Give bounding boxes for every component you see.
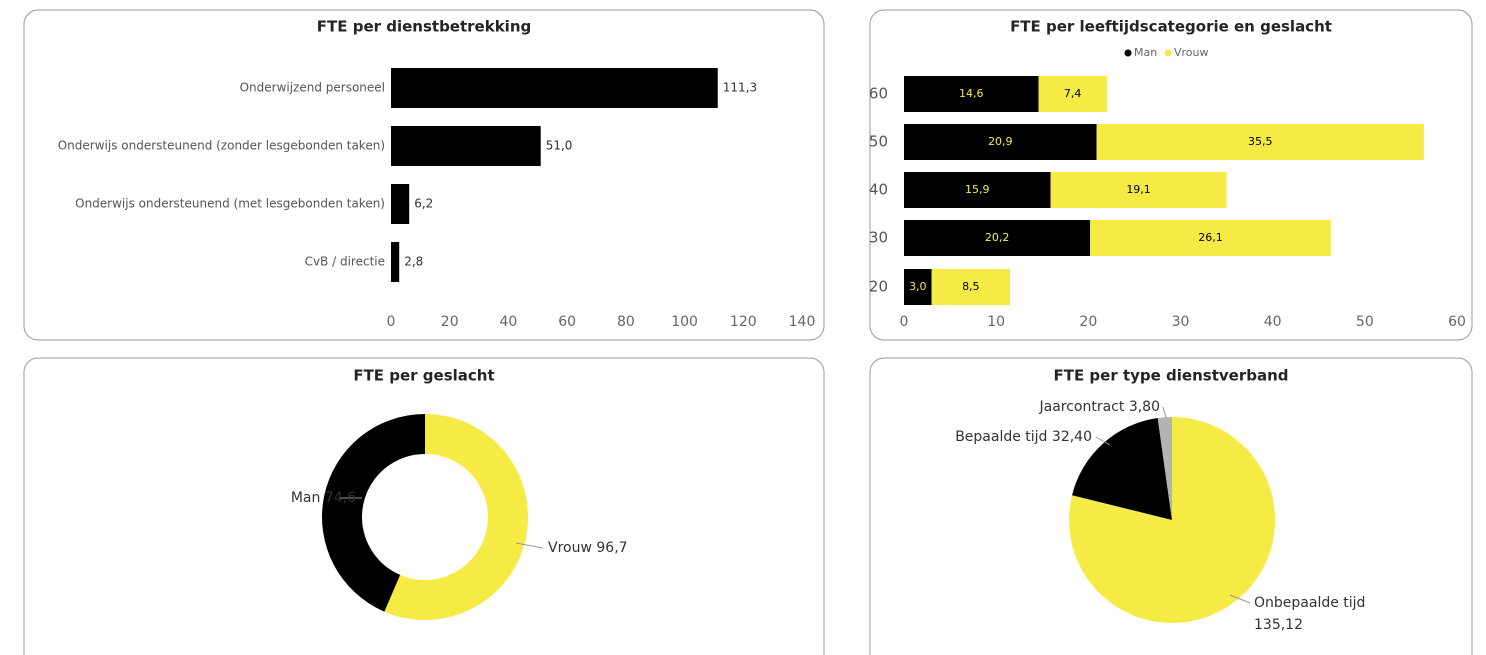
bar-segment — [904, 269, 932, 305]
bar-segment — [904, 220, 1091, 256]
bar-segment — [904, 124, 1097, 160]
data-label: 51,0 — [546, 139, 573, 153]
slice — [321, 413, 425, 612]
data-label: 26,1 — [1198, 231, 1223, 244]
x-tick-label: 60 — [1448, 314, 1466, 330]
slice-name: Bepaalde tijd — [955, 429, 1047, 445]
panel — [23, 9, 825, 341]
slice-name: Man — [291, 490, 321, 506]
data-label: 111,3 — [723, 81, 757, 95]
x-tick-label: 120 — [730, 314, 757, 330]
legend-marker — [1124, 49, 1132, 57]
x-tick-label: 60 — [558, 314, 576, 330]
bar-segment — [1050, 172, 1227, 208]
y-category-label: Onderwijs ondersteunend (zonder lesgebon… — [58, 139, 385, 153]
x-tick-label: 40 — [500, 314, 518, 330]
bar — [391, 242, 400, 282]
slice-label: Bepaalde tijd 32,40 — [955, 429, 1092, 445]
x-tick-label: 40 — [1264, 314, 1282, 330]
legend-marker — [1164, 49, 1172, 57]
slice — [1068, 417, 1275, 623]
data-label: 19,1 — [1126, 183, 1151, 196]
leader-line — [1162, 406, 1167, 419]
x-tick-label: 140 — [789, 314, 816, 330]
bar-segment — [1096, 124, 1424, 160]
slice — [1072, 417, 1172, 520]
x-tick-label: 20 — [441, 314, 459, 330]
slice-value: 32,40 — [1052, 429, 1092, 445]
y-category-label: Onderwijzend personeel — [240, 81, 385, 95]
x-tick-label: 30 — [1172, 314, 1190, 330]
data-label: 15,9 — [965, 183, 990, 196]
x-tick-label: 0 — [387, 314, 396, 330]
slice-name: Vrouw — [548, 540, 592, 556]
bar-segment — [904, 172, 1051, 208]
data-label: 7,4 — [1064, 87, 1082, 100]
slice — [1157, 417, 1172, 520]
bar-segment — [1090, 220, 1331, 256]
slice-value: 3,80 — [1129, 399, 1160, 415]
chart-title: FTE per geslacht — [353, 367, 494, 385]
data-label: 8,5 — [962, 280, 980, 293]
y-category-label: 30 — [869, 229, 888, 247]
data-label: 35,5 — [1248, 135, 1273, 148]
x-tick-label: 0 — [900, 314, 909, 330]
slice-label: Vrouw 96,7 — [548, 540, 628, 556]
slice-label: Onbepaalde tijd — [1254, 595, 1365, 611]
slice-name: Jaarcontract — [1038, 399, 1124, 415]
bar — [391, 68, 718, 108]
chart-title: FTE per dienstbetrekking — [317, 18, 531, 36]
data-label: 20,9 — [988, 135, 1013, 148]
y-category-label: 20 — [869, 278, 888, 296]
x-tick-label: 80 — [617, 314, 635, 330]
y-category-label: 40 — [869, 181, 888, 199]
leader-line — [1229, 594, 1251, 604]
legend-label: Vrouw — [1174, 46, 1209, 59]
x-tick-label: 10 — [987, 314, 1005, 330]
y-category-label: 50 — [869, 133, 888, 151]
chart-title: FTE per leeftijdscategorie en geslacht — [1010, 18, 1332, 36]
slice-value: 74,6 — [325, 490, 356, 506]
slice-label: Man 74,6 — [291, 490, 356, 506]
slice — [384, 414, 528, 620]
legend-label: Man — [1134, 46, 1157, 59]
bar — [391, 184, 410, 224]
data-label: 2,8 — [404, 255, 423, 269]
x-tick-label: 50 — [1356, 314, 1374, 330]
data-label: 3,0 — [909, 280, 927, 293]
data-label: 20,2 — [985, 231, 1010, 244]
bar-segment — [931, 269, 1010, 305]
y-category-label: Onderwijs ondersteunend (met lesgebonden… — [75, 197, 385, 211]
bar — [391, 126, 541, 166]
data-label: 14,6 — [959, 87, 984, 100]
y-category-label: CvB / directie — [305, 255, 385, 269]
panel — [23, 357, 825, 655]
slice-value: 135,12 — [1254, 617, 1303, 633]
x-tick-label: 20 — [1079, 314, 1097, 330]
bar-segment — [1038, 76, 1107, 112]
leader-line — [1095, 436, 1111, 446]
bar-segment — [904, 76, 1039, 112]
chart-title: FTE per type dienstverband — [1053, 367, 1288, 385]
leader-line — [515, 542, 544, 549]
slice-value: 96,7 — [596, 540, 627, 556]
y-category-label: 60 — [869, 85, 888, 103]
x-tick-label: 100 — [671, 314, 698, 330]
slice-label: Jaarcontract 3,80 — [1038, 399, 1160, 415]
data-label: 6,2 — [414, 197, 433, 211]
